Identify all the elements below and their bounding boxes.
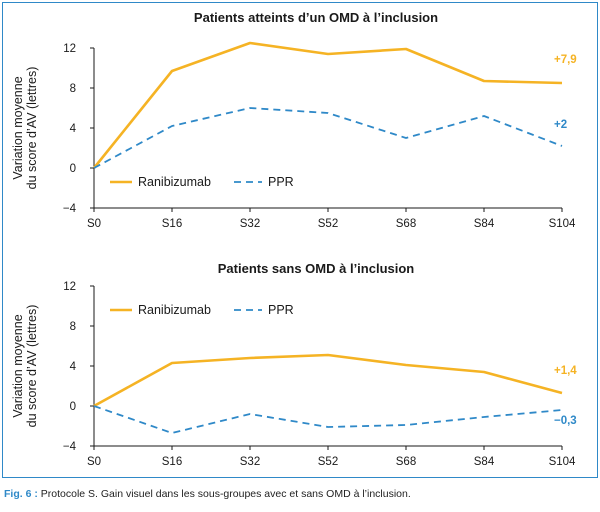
panel1-end-label-ranibizumab: +7,9 xyxy=(554,54,577,66)
panel1-series-ppr-line xyxy=(93,107,563,169)
panel1-ytick-label-1: 8 xyxy=(70,83,76,95)
panel1-end-label-ppr: +2 xyxy=(554,119,567,131)
panel2-ylabel-line-2: du score d’AV (lettres) xyxy=(25,305,39,428)
panel1-xtick-label-3: S52 xyxy=(318,218,338,230)
caption-text: Protocole S. Gain visuel dans les sous-g… xyxy=(37,488,411,500)
panel2-xtick-label-5: S84 xyxy=(474,456,495,468)
panel1-legend-label-ppr: PPR xyxy=(268,175,294,189)
panel1-xtick-label-1: S16 xyxy=(162,218,182,230)
panel1-xtick-label-0: S0 xyxy=(87,218,101,230)
panel2-series-ppr-line xyxy=(93,405,563,434)
panel2-xtick-label-6: S104 xyxy=(549,456,576,468)
panel1-ytick-label-4: −4 xyxy=(63,203,77,215)
panel1-series-ranibizumab-line xyxy=(92,41,563,169)
panel2-ytick-label-4: −4 xyxy=(63,441,77,453)
panel2-series-ranibizumab-line xyxy=(93,353,563,408)
panel1-xtick-label-4: S68 xyxy=(396,218,416,230)
panel2-end-label-ranibizumab: +1,4 xyxy=(554,365,577,377)
caption-label: Fig. 6 : xyxy=(4,488,38,500)
panel2-xtick-label-2: S32 xyxy=(240,456,260,468)
panel2-xtick-label-3: S52 xyxy=(318,456,338,468)
panel2-end-label-ppr: −0,3 xyxy=(554,415,577,427)
panel2-ylabel-line-1: Variation moyenne xyxy=(11,314,25,417)
panel1-legend-label-ranibizumab: Ranibizumab xyxy=(138,175,211,189)
panel1-ytick-label-3: 0 xyxy=(70,163,76,175)
panel2-xtick-label-0: S0 xyxy=(87,456,101,468)
panel2-ytick-label-0: 12 xyxy=(63,281,76,293)
panel1-xtick-label-2: S32 xyxy=(240,218,260,230)
panel2-ytick-label-3: 0 xyxy=(70,401,76,413)
panel2-ytick-label-2: 4 xyxy=(70,361,77,373)
panel1-ytick-label-2: 4 xyxy=(70,123,77,135)
panel2-ytick-label-1: 8 xyxy=(70,321,76,333)
panel1-xtick-label-6: S104 xyxy=(549,218,576,230)
panel1-title: Patients atteints d’un OMD à l’inclusion xyxy=(194,10,438,25)
panel2-title: Patients sans OMD à l’inclusion xyxy=(218,261,415,276)
figure-caption: Fig. 6 : Protocole S. Gain visuel dans l… xyxy=(4,488,411,500)
panel1-ytick-label-0: 12 xyxy=(63,43,76,55)
chart-svg: Patients atteints d’un OMD à l’inclusion… xyxy=(11,10,577,468)
panel2-xtick-label-1: S16 xyxy=(162,456,182,468)
panel1-xtick-label-5: S84 xyxy=(474,218,495,230)
panel1-ylabel-line-1: Variation moyenne xyxy=(11,76,25,179)
panel1-ylabel-line-2: du score d’AV (lettres) xyxy=(25,67,39,190)
panel2-legend-label-ppr: PPR xyxy=(268,303,294,317)
panel2-xtick-label-4: S68 xyxy=(396,456,416,468)
panel2-legend-label-ranibizumab: Ranibizumab xyxy=(138,303,211,317)
